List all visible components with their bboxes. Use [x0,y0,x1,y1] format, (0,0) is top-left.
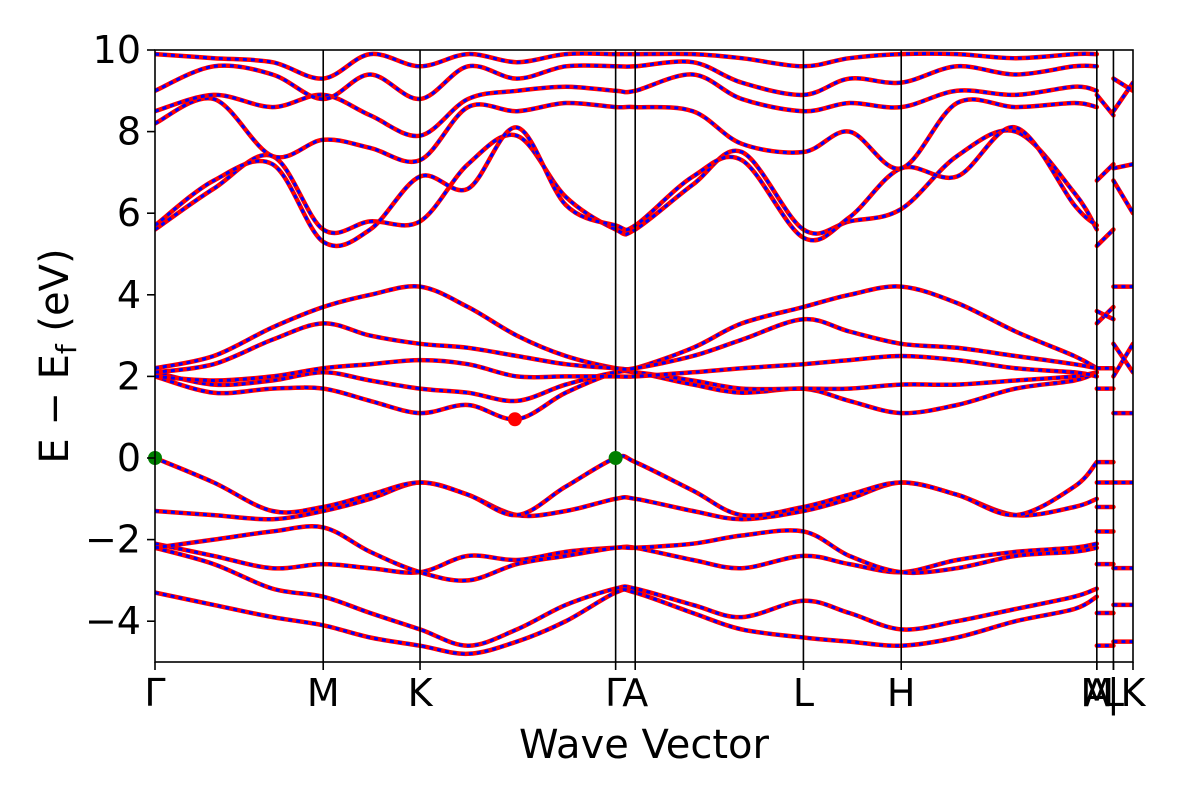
seg-13-spin-down [1095,163,1115,182]
kpoint-lines [322,50,1115,662]
x-axis-label: Wave Vector [519,722,770,768]
y-axis-label-unit: (eV) [32,248,78,344]
band-9-spin-down [155,284,1098,372]
extrema-markers [148,412,623,465]
x-tick-label: K [408,671,434,715]
y-axis-label: E − Ef (eV) [32,248,83,463]
y-tick-label: 0 [117,436,141,480]
seg-24-spin-down [1113,162,1133,170]
plot-frame [154,49,1134,663]
band-2-spin-down [155,588,1098,656]
band-1-spin-down [155,546,1098,648]
bands-layer [155,51,1133,657]
x-tick-label: L [1103,671,1124,715]
y-tick-label: 2 [117,354,141,398]
y-tick-label: 6 [117,191,141,235]
band-13-spin-down [155,125,1098,248]
band-3-spin-down [155,542,1098,575]
band-10-spin-down [155,317,1098,374]
vbm-marker [608,451,623,465]
x-tick-label: H [887,671,916,715]
x-tick-label: L [793,671,814,715]
seg-26-spin-down [1112,77,1133,93]
band-11-spin-down [155,354,1098,383]
y-axis-label-sub: f [50,343,83,354]
x-tick-label: | [1107,671,1120,716]
seg-11-spin-down [1096,309,1115,321]
x-tick-label: M [307,671,340,715]
band-4-spin-up [155,524,1100,583]
band-12-spin-up [155,128,1100,237]
seg-14-spin-up [1094,92,1116,118]
seg-25-spin-down [1112,81,1133,113]
y-ticks: −4 −2 0 2 4 6 8 10 [85,28,155,643]
x-ticks: Γ M K ΓA L H AM|LK [144,662,1147,716]
x-tick-label: K [1121,671,1147,715]
y-tick-label: 10 [93,28,141,72]
x-tick-label: Γ [605,671,626,715]
cbm-marker [507,412,522,427]
x-tick-label: M [1080,671,1113,715]
y-tick-label: 8 [117,110,141,154]
x-tick-label: A [622,671,648,715]
x-tick-label: A [1084,671,1110,715]
seg-23-spin-down [1112,179,1133,214]
band-6-spin-down [155,454,1098,518]
band-6-spin-up [155,453,1100,518]
band-15-spin-down [155,72,1098,138]
seg-21-spin-down [1112,342,1133,374]
band-10-spin-up [155,317,1100,375]
y-axis-label-main: E − E [32,354,78,464]
x-tick-label: Γ [144,671,165,715]
band-17-spin-up [155,51,1100,81]
y-tick-label: 4 [117,273,141,317]
band-4-spin-down [155,524,1098,583]
y-tick-label: −4 [85,599,141,643]
seg-12-spin-down [1095,228,1115,247]
y-tick-label: −2 [85,518,141,562]
band-12-spin-down [155,128,1099,236]
